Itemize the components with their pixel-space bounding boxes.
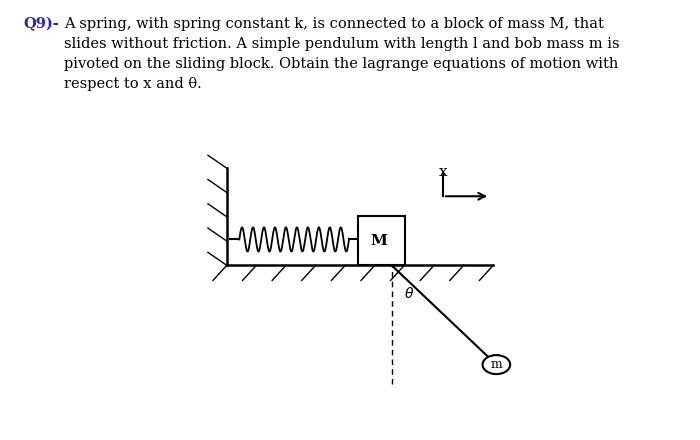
Text: A spring, with spring constant k, is connected to a block of mass M, that
slides: A spring, with spring constant k, is con… bbox=[64, 17, 620, 91]
Text: x: x bbox=[439, 165, 447, 179]
Text: $\theta$: $\theta$ bbox=[404, 286, 414, 301]
Text: M: M bbox=[371, 234, 388, 248]
Text: m: m bbox=[491, 358, 502, 371]
Bar bbox=[358, 216, 405, 265]
Text: Q9)-: Q9)- bbox=[23, 17, 59, 31]
Circle shape bbox=[482, 355, 510, 374]
